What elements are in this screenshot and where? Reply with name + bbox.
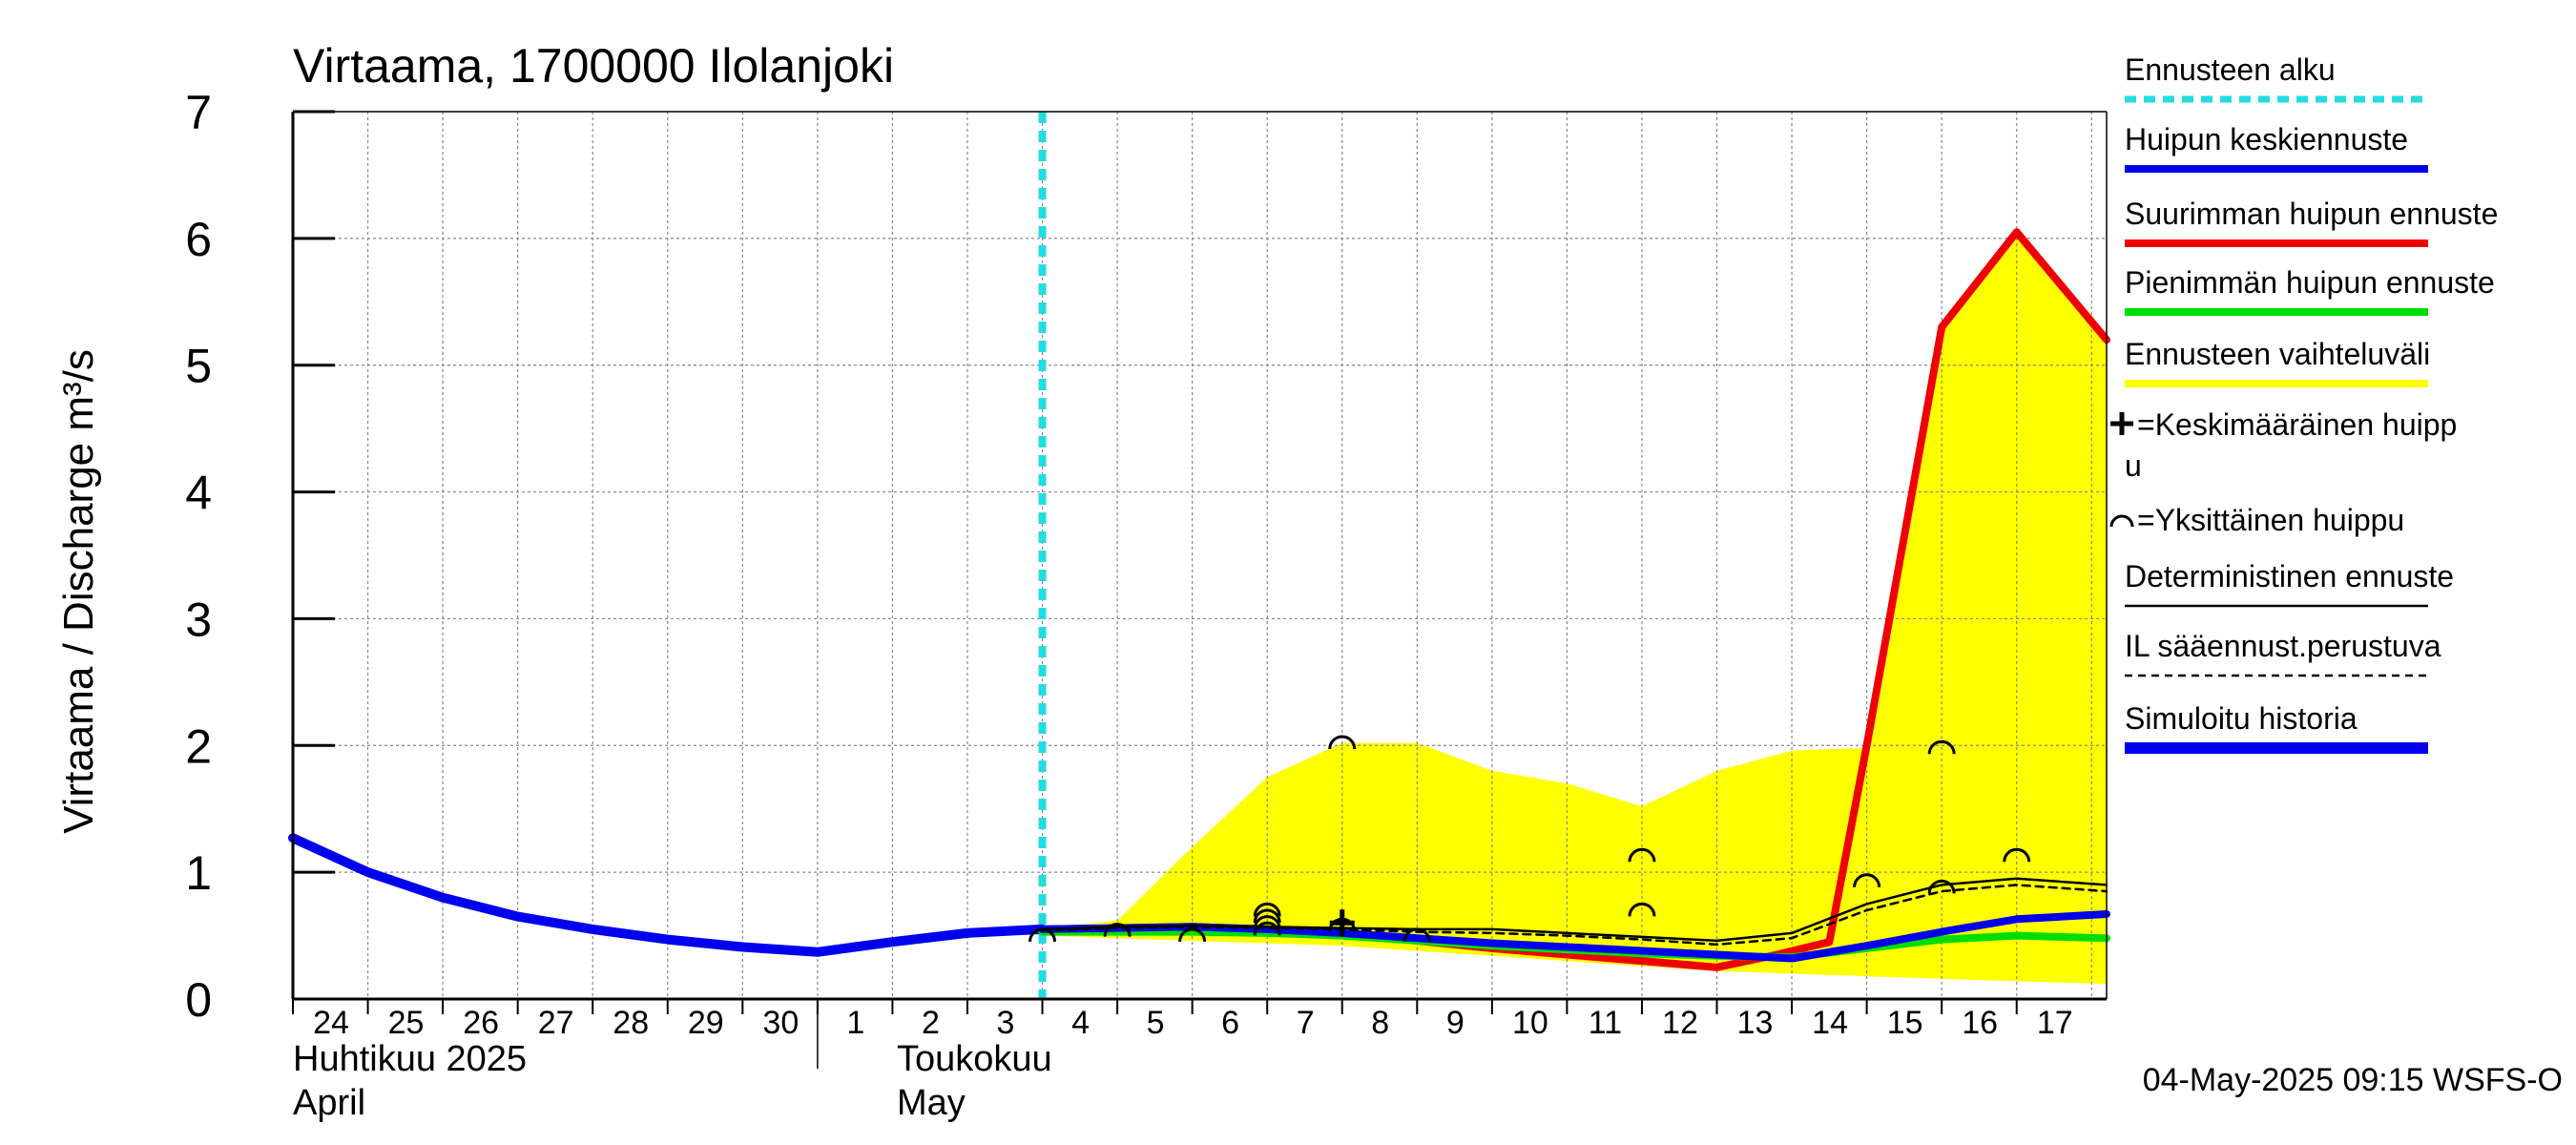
x-tick-label: 17 bbox=[2037, 1005, 2073, 1041]
single-peak-marker bbox=[1253, 908, 1281, 924]
series-simuloitu-historia bbox=[288, 833, 1048, 957]
x-tick-label: 27 bbox=[538, 1005, 574, 1041]
series-il-sääennust-perustuva bbox=[1041, 884, 2109, 947]
legend-label-cont: u bbox=[2125, 448, 2142, 483]
month-label-may-fi: Toukokuu bbox=[897, 1039, 1052, 1079]
single-peak-marker bbox=[1253, 921, 1281, 936]
single-peak-marker bbox=[1927, 739, 1956, 755]
x-tick-label: 6 bbox=[1221, 1005, 1239, 1041]
single-peak-marker bbox=[1927, 879, 1956, 894]
x-tick-label: 3 bbox=[997, 1005, 1015, 1041]
single-peak-marker bbox=[1402, 927, 1431, 943]
peak-markers bbox=[1028, 735, 2031, 943]
legend-label: Simuloitu historia bbox=[2125, 701, 2358, 736]
x-tick-label: 12 bbox=[1662, 1005, 1698, 1041]
x-tick-label: 24 bbox=[313, 1005, 349, 1041]
x-tick-label: 13 bbox=[1737, 1005, 1774, 1041]
legend-label: Pienimmän huipun ennuste bbox=[2125, 265, 2495, 300]
x-tick-label: 5 bbox=[1147, 1005, 1165, 1041]
month-label-april-fi: Huhtikuu 2025 bbox=[293, 1039, 527, 1079]
x-tick-label: 25 bbox=[388, 1005, 425, 1041]
x-tick-label: 15 bbox=[1887, 1005, 1923, 1041]
x-tick-label: 30 bbox=[762, 1005, 799, 1041]
single-peak-marker bbox=[1178, 927, 1207, 943]
legend-label: Ennusteen alku bbox=[2125, 52, 2336, 87]
legend-label: Deterministinen ennuste bbox=[2125, 559, 2454, 593]
y-tick-label: 5 bbox=[185, 340, 212, 393]
single-peak-marker bbox=[1628, 902, 1656, 917]
x-tick-label: 10 bbox=[1512, 1005, 1548, 1041]
month-label-april-en: April bbox=[293, 1083, 365, 1123]
x-tick-label: 4 bbox=[1071, 1005, 1090, 1041]
x-tick-label: 29 bbox=[688, 1005, 724, 1041]
single-peak-marker bbox=[1253, 902, 1281, 917]
single-peak-marker bbox=[1628, 847, 1656, 863]
forecast-range-area bbox=[1042, 232, 2107, 985]
y-tick-label: 2 bbox=[185, 719, 212, 773]
legend-label: =Yksittäinen huippu bbox=[2137, 503, 2404, 537]
single-peak-marker bbox=[2003, 847, 2031, 863]
single-peak-marker bbox=[1253, 915, 1281, 929]
x-tick-label: 2 bbox=[922, 1005, 940, 1041]
x-tick-label: 14 bbox=[1812, 1005, 1848, 1041]
single-peak-marker bbox=[1028, 927, 1057, 943]
plot-grid bbox=[293, 112, 2107, 999]
single-peak-marker bbox=[1103, 923, 1132, 937]
x-tick-label: 26 bbox=[463, 1005, 499, 1041]
legend-label: Huipun keskiennuste bbox=[2125, 122, 2408, 156]
y-tick-label: 3 bbox=[185, 593, 212, 646]
x-tick-label: 1 bbox=[846, 1005, 864, 1041]
month-label-may-en: May bbox=[897, 1083, 966, 1123]
legend-label: IL sääennust.perustuva bbox=[2125, 629, 2441, 663]
series-deterministinen-ennuste bbox=[1041, 877, 2109, 943]
y-tick-label: 1 bbox=[185, 846, 212, 900]
legend-arc bbox=[2109, 514, 2134, 528]
y-tick-label: 4 bbox=[185, 467, 212, 520]
x-tick-label: 28 bbox=[613, 1005, 649, 1041]
range-band bbox=[1042, 232, 2107, 985]
legend-label: Ennusteen vaihteluväli bbox=[2125, 337, 2430, 371]
y-tick-label: 6 bbox=[185, 213, 212, 266]
plot-series bbox=[288, 228, 2110, 971]
x-tick-label: 11 bbox=[1589, 1005, 1622, 1041]
x-tick-label: 9 bbox=[1446, 1005, 1465, 1041]
legend: Ennusteen alku Huipun keskiennuste Suurimm… bbox=[2109, 52, 2498, 754]
y-tick-label: 7 bbox=[185, 86, 212, 139]
x-tick-label: 7 bbox=[1297, 1005, 1315, 1041]
legend-label: =Keskimääräinen huipp bbox=[2137, 407, 2457, 442]
y-tick-label: 0 bbox=[185, 973, 212, 1027]
y-axis-label: Virtaama / Discharge m³/s bbox=[55, 349, 102, 834]
single-peak-marker bbox=[1853, 873, 1881, 887]
timestamp: 04-May-2025 09:15 WSFS-O bbox=[2143, 1062, 2563, 1098]
chart-title: Virtaama, 1700000 Ilolanjoki bbox=[293, 39, 894, 93]
x-tick-label: 8 bbox=[1371, 1005, 1389, 1041]
single-peak-marker bbox=[1328, 735, 1357, 750]
x-tick-label: 16 bbox=[1962, 1005, 1998, 1041]
legend-label: Suurimman huipun ennuste bbox=[2125, 197, 2498, 231]
